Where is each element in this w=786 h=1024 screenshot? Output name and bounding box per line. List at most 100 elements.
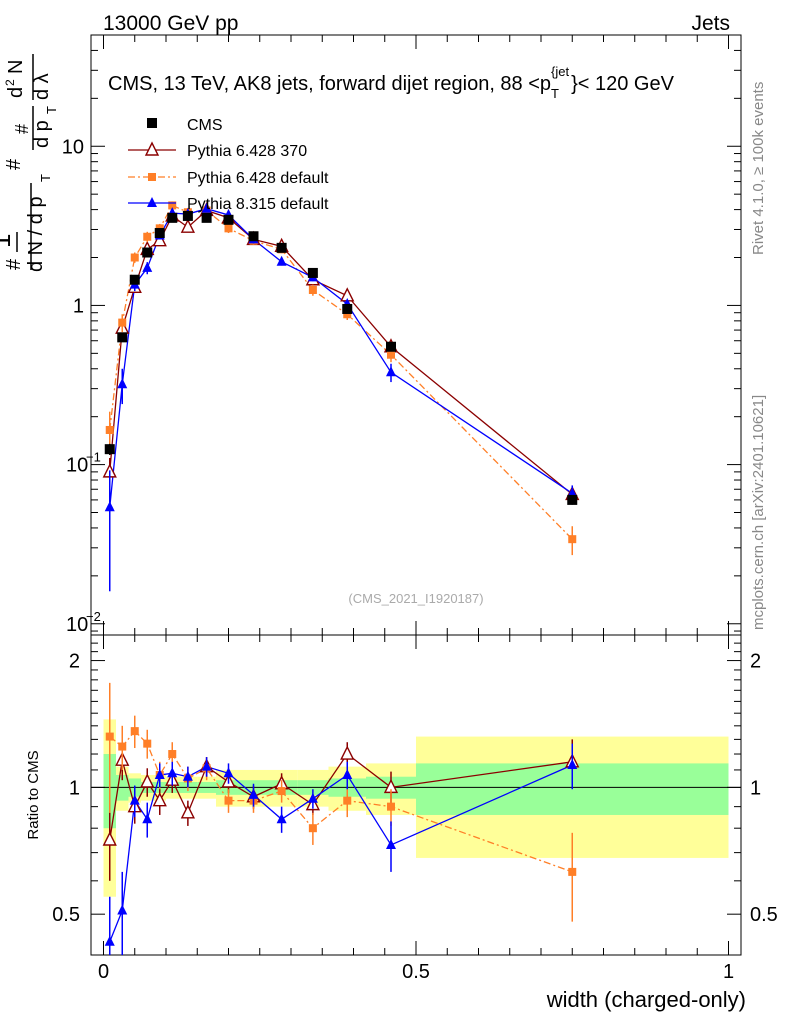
ratio-point-pythia-8-315-default [154,768,165,779]
point-cms [342,303,353,314]
legend-pythia8-default-marker [147,197,157,207]
ratio-point-pythia-6-428-370 [102,831,117,846]
point-pythia-6-428-default [168,201,177,210]
point-cms [567,494,578,505]
series-line-pythia-8-315-default [109,208,573,508]
point-cms [307,267,318,278]
legend-item-cms: CMS [147,117,223,134]
ratio-point-pythia-6-428-default [224,796,233,805]
legend: CMS Pythia 6.428 370 Pythia 6.428 defaul… [128,117,329,213]
svg-text:T: T [44,106,59,114]
point-cms [167,212,178,223]
point-cms [223,214,234,225]
legend-item-pythia6-default: Pythia 6.428 default [128,170,329,187]
point-pythia-6-428-default [343,310,352,319]
legend-pythia6-370-marker [144,141,160,156]
ratio-point-pythia-6-428-default [105,732,114,741]
svg-text:d p: d p [31,120,53,148]
series-markers [102,201,580,955]
ratio-y-tick-label-right: 2 [750,651,761,673]
ratio-point-pythia-8-315-default [276,813,287,824]
point-pythia-6-428-default [105,425,114,434]
legend-item-pythia8-default: Pythia 8.315 default [128,196,329,213]
ratio-point-pythia-8-315-default [142,813,153,824]
x-tick-label: 1 [723,961,734,983]
legend-cms-marker [147,118,157,128]
rivet-label: Rivet 4.1.0, ≥ 100k events [750,82,767,255]
point-cms [201,212,212,223]
legend-cms-label: CMS [187,117,223,134]
point-cms [142,247,153,258]
ratio-line-pythia-6-428-default [109,730,573,873]
point-cms [104,444,115,455]
series-line-pythia-6-428-370 [109,209,573,495]
top-y-tick-label: 10 [66,455,88,477]
source-label: mcplots.cern.ch [arXiv:2401.10621] [750,395,767,630]
legend-pythia6-370-label: Pythia 6.428 370 [187,143,307,160]
point-pythia-8-315-default [117,378,128,389]
ratio-y-tick-label-right: 0.5 [750,904,778,926]
ratio-y-tick-label: 1 [69,777,80,799]
energy-label: 13000 GeV pp [103,12,238,35]
ratio-point-pythia-8-315-default [201,760,212,771]
ratio-y-tick-label: 2 [69,651,80,673]
point-cms [129,274,140,285]
ratio-point-pythia-6-428-370 [140,773,155,788]
svg-text:2: 2 [3,79,17,86]
svg-text:#: # [3,258,25,270]
svg-text:d: d [5,87,27,98]
point-pythia-6-428-default [130,253,139,262]
ratio-point-pythia-6-428-370 [340,745,355,760]
ratio-point-pythia-8-315-default [117,904,128,915]
category-label: Jets [691,12,730,35]
legend-pythia8-default-label: Pythia 8.315 default [187,196,329,213]
point-pythia-8-315-default [104,501,115,512]
ratio-point-pythia-6-428-default [568,867,577,876]
ratio-point-pythia-6-428-default [168,750,177,759]
ratio-point-pythia-8-315-default [567,759,578,770]
point-pythia-8-315-default [276,255,287,266]
point-cms [154,228,165,239]
legend-pythia6-default-marker [148,173,156,181]
ratio-point-pythia-8-315-default [182,770,193,781]
point-pythia-8-315-default [567,487,578,498]
legend-item-pythia6-370: Pythia 6.428 370 [128,141,307,160]
point-pythia-6-428-default [308,286,317,295]
ratio-point-pythia-6-428-default [130,727,139,736]
ratio-point-pythia-6-428-default [143,739,152,748]
svg-text:#: # [3,158,25,170]
top-y-tick-label: 10 [62,136,84,158]
ratio-point-pythia-8-315-default [223,767,234,778]
point-cms [182,210,193,221]
top-y-tick-exponent: −2 [86,609,101,624]
point-pythia-8-315-default [386,366,396,377]
point-cms [386,341,396,352]
svg-text:d N / d p: d N / d p [25,196,47,272]
ratio-point-pythia-6-428-370 [180,804,196,819]
ratio-y-tick-label-right: 1 [750,777,761,799]
ratio-point-pythia-8-315-default [248,788,259,799]
top-y-tick-label: 10 [66,614,88,636]
point-pythia-6-428-default [387,350,395,359]
point-cms [117,332,128,343]
series-line-pythia-6-428-default [109,204,573,540]
point-pythia-6-428-default [224,224,233,233]
point-pythia-6-428-370 [180,218,196,233]
svg-text:N: N [5,60,27,74]
ratio-y-tick-label: 0.5 [52,904,80,926]
ratio-point-pythia-8-315-default [129,794,140,805]
x-tick-label: 0 [98,961,109,983]
point-pythia-6-428-default [143,232,152,241]
svg-text:1: 1 [0,234,16,248]
top-y-tick-exponent: −1 [86,450,101,465]
ratio-y-label: Ratio to CMS [25,750,42,839]
ratio-point-pythia-6-428-default [387,802,395,811]
point-pythia-8-315-default [142,261,153,272]
ratio-point-pythia-6-428-default [118,742,127,751]
ratio-point-pythia-8-315-default [167,767,178,778]
x-tick-label: 0.5 [402,961,430,983]
ratio-point-pythia-8-315-default [342,768,353,779]
point-pythia-6-428-370 [152,232,167,247]
